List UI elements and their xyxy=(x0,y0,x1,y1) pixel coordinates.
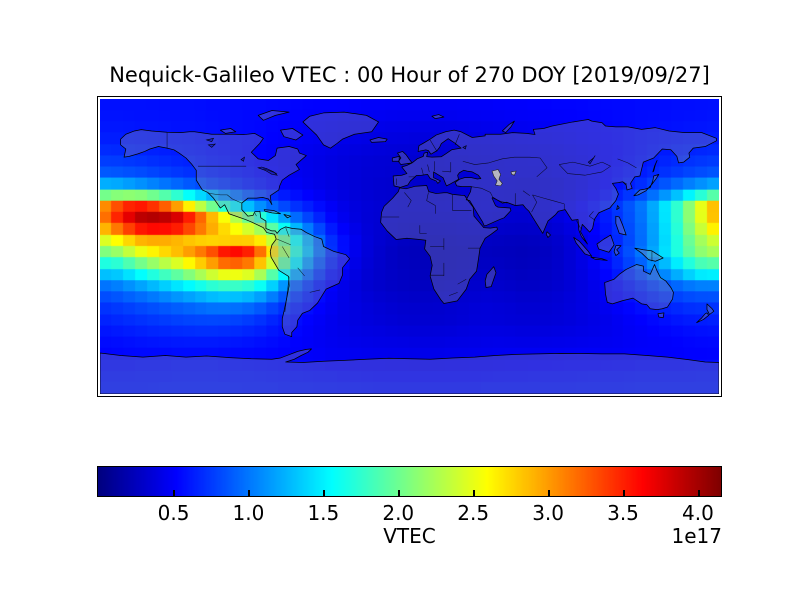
colorbar-canvas xyxy=(98,467,721,496)
colorbar-tick xyxy=(323,490,325,496)
colorbar-tick xyxy=(248,490,250,496)
world-map-overlay xyxy=(100,99,719,394)
colorbar-tick xyxy=(173,490,175,496)
map-axes xyxy=(97,96,722,397)
colorbar-axis-label: VTEC xyxy=(383,524,436,548)
colorbar-tick xyxy=(698,490,700,496)
colorbar-tick-label: 3.0 xyxy=(532,501,564,525)
colorbar-tick xyxy=(548,490,550,496)
colorbar-tick xyxy=(623,490,625,496)
colorbar-tick-label: 2.0 xyxy=(382,501,415,525)
colorbar xyxy=(97,466,722,497)
colorbar-tick xyxy=(473,490,475,496)
colorbar-tick-label: 1.0 xyxy=(232,501,265,525)
country-borders xyxy=(167,133,652,312)
land-coastlines xyxy=(100,110,719,394)
colorbar-offset-label: 1e17 xyxy=(671,524,722,548)
colorbar-tick xyxy=(398,490,400,496)
colorbar-tick-label: 2.5 xyxy=(457,501,490,525)
colorbar-tick-label: 1.5 xyxy=(307,501,340,525)
caspian-sea xyxy=(492,169,516,185)
lakes xyxy=(207,138,596,175)
plot-title: Nequick-Galileo VTEC : 00 Hour of 270 DO… xyxy=(109,63,710,87)
map-area xyxy=(100,99,719,394)
colorbar-tick-label: 0.5 xyxy=(157,501,190,525)
colorbar-tick-label: 3.5 xyxy=(607,501,639,525)
colorbar-tick-label: 4.0 xyxy=(682,501,714,525)
